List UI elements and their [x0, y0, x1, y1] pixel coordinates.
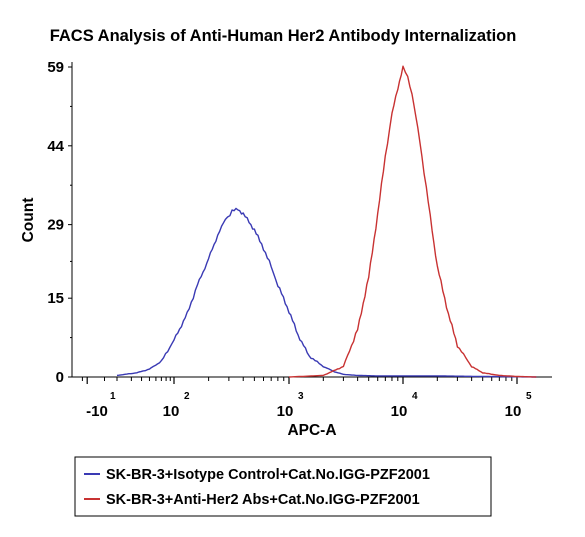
x-tick-label: 10: [391, 403, 408, 420]
x-tick-exponent: 3: [298, 391, 304, 402]
x-tick-label: -10: [86, 403, 108, 420]
legend: SK-BR-3+Isotype Control+Cat.No.IGG-PZF20…: [74, 456, 492, 517]
y-tick-label: 15: [47, 290, 64, 307]
x-tick-label: 10: [163, 403, 180, 420]
y-tick-label: 29: [47, 217, 64, 234]
x-tick-exponent: 2: [184, 391, 190, 402]
legend-box: [74, 456, 492, 517]
y-tick-label: 59: [47, 59, 64, 76]
y-tick-label: 44: [47, 138, 64, 155]
data-series: [116, 65, 537, 378]
chart-title: FACS Analysis of Anti-Human Her2 Antibod…: [50, 27, 517, 45]
series-line-isotype: [116, 207, 537, 378]
x-tick-label: 10: [277, 403, 294, 420]
y-axis-ticks: 0 15 29 44 59: [47, 59, 72, 386]
x-tick-exponent: 1: [110, 391, 116, 402]
x-tick-exponent: 4: [412, 391, 418, 402]
y-axis-label: Count: [20, 198, 37, 243]
x-axis-ticks: -101 10 2 10 3 10 4 10 5: [81, 377, 532, 420]
legend-label-isotype: SK-BR-3+Isotype Control+Cat.No.IGG-PZF20…: [106, 467, 430, 483]
x-axis-label: APC-A: [287, 422, 336, 439]
x-tick-exponent: 5: [526, 391, 532, 402]
legend-label-anti-her2: SK-BR-3+Anti-Her2 Abs+Cat.No.IGG-PZF2001: [106, 492, 420, 508]
y-tick-label: 0: [56, 369, 64, 386]
series-line-anti-her2: [288, 65, 537, 378]
x-tick-label: 10: [505, 403, 522, 420]
